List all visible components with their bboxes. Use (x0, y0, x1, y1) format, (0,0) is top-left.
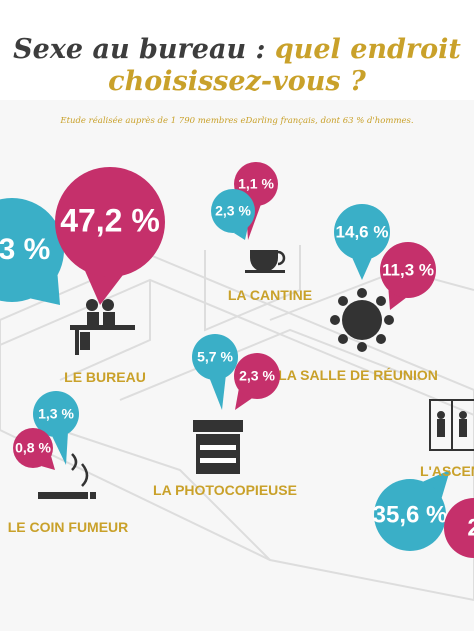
bubble-tail (233, 227, 248, 240)
bubble-tail (30, 275, 60, 305)
desk-icon (70, 299, 135, 355)
bubble-value: 14,6 % (336, 222, 389, 241)
bubble-value: 35,6 % (373, 501, 448, 528)
meeting-table-icon (330, 288, 394, 352)
bubble-value: 2,3 % (215, 203, 251, 219)
bubble-tail (210, 377, 226, 410)
title-part: quel endroit (275, 34, 462, 65)
bubble (211, 189, 255, 233)
printer-icon (193, 420, 243, 474)
title-part: Sexe au bureau : (13, 34, 265, 65)
cup-icon (245, 250, 286, 273)
bubble-value: 11,3 % (382, 260, 434, 279)
bubble-tail (423, 470, 450, 498)
cigarette-icon (38, 453, 96, 499)
bubble-value: 2 (467, 514, 474, 541)
bubble (33, 391, 79, 437)
bubble-tail (52, 433, 68, 465)
subtitle: Etude réalisée auprès de 1 790 membres e… (59, 115, 413, 126)
location-label: LA SALLE DE RÉUNION (278, 367, 438, 383)
bubble (380, 242, 436, 298)
bubble (55, 167, 165, 277)
bubble-value: 5,7 % (197, 349, 233, 365)
bubble (192, 334, 238, 380)
bubble (334, 204, 390, 260)
bubble-tail (388, 290, 406, 310)
bubble-value: 1,3 % (38, 406, 74, 422)
bubble-tail (85, 271, 123, 305)
bubble (374, 479, 446, 551)
location-label: LA CANTINE (228, 287, 312, 303)
location-label: L'ASCENS (420, 463, 474, 479)
title-line-2: choisissez-vous ? (108, 66, 367, 97)
bubble (13, 428, 53, 468)
location-label: LA PHOTOCOPIEUSE (153, 482, 297, 498)
bubble-tail (41, 456, 55, 470)
bubble (0, 198, 64, 302)
bubble (234, 353, 280, 399)
bubble (444, 498, 474, 558)
bubble-value: 4,3 % (0, 233, 50, 266)
bubble-value: 0,8 % (15, 440, 51, 456)
location-label: LE BUREAU (64, 369, 146, 385)
elevator-icon (429, 399, 474, 451)
bubble-value: 2,3 % (239, 368, 275, 384)
bubble-tail (235, 389, 252, 410)
title-line-1: Sexe au bureau : quel endroit (13, 34, 461, 65)
bubble-tail (352, 258, 372, 280)
location-label: LE COIN FUMEUR (8, 519, 129, 535)
bubble-value: 47,2 % (60, 202, 160, 238)
bubble-value: 1,1 % (238, 176, 274, 192)
